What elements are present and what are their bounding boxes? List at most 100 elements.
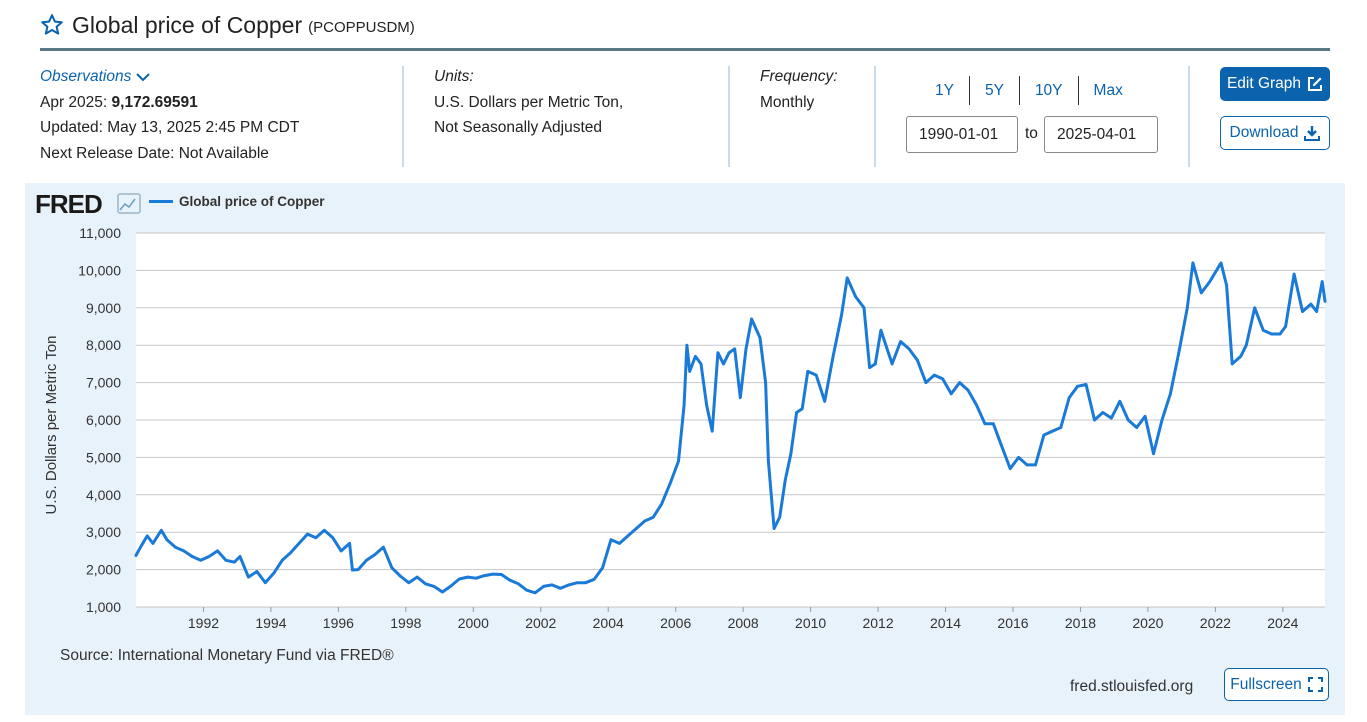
x-tick-label: 2006 <box>660 615 691 631</box>
data-point <box>722 362 725 366</box>
download-icon <box>1304 126 1321 141</box>
download-button[interactable]: Download <box>1220 116 1330 150</box>
data-point <box>626 534 630 538</box>
end-date-input[interactable] <box>1044 116 1158 153</box>
data-point <box>474 576 478 580</box>
data-point <box>772 527 776 530</box>
x-tick-label: 2018 <box>1065 615 1096 631</box>
data-point <box>688 370 691 373</box>
data-point <box>1017 456 1020 459</box>
data-point <box>542 585 545 588</box>
data-point <box>584 581 587 584</box>
data-point <box>331 536 335 540</box>
data-point <box>280 559 284 562</box>
download-label: Download <box>1229 124 1299 141</box>
data-point <box>840 314 843 317</box>
data-point <box>441 590 444 594</box>
divider <box>874 66 876 167</box>
data-point <box>685 343 689 347</box>
data-point <box>1284 325 1287 328</box>
y-tick-label: 1,000 <box>86 599 121 615</box>
date-range-buttons: 1Y 5Y 10Y Max <box>920 76 1138 105</box>
fred-url[interactable]: fred.stlouisfed.org <box>1070 678 1194 695</box>
data-point <box>710 429 714 433</box>
data-point <box>868 366 871 369</box>
data-point <box>140 544 143 547</box>
range-5y-button[interactable]: 5Y <box>970 76 1020 105</box>
range-10y-button[interactable]: 10Y <box>1020 76 1079 105</box>
data-point <box>958 381 961 384</box>
data-point <box>415 575 419 579</box>
data-point <box>1253 306 1256 310</box>
y-tick-label: 9,000 <box>86 300 121 316</box>
data-point <box>264 581 267 584</box>
data-point <box>525 588 528 592</box>
start-date-input[interactable] <box>906 116 1018 153</box>
data-point <box>899 340 902 343</box>
data-point <box>145 534 149 538</box>
range-1y-button[interactable]: 1Y <box>920 76 970 105</box>
units-label: Units: <box>434 68 474 85</box>
edit-graph-button[interactable]: Edit Graph <box>1220 67 1330 101</box>
data-point <box>814 373 818 377</box>
x-tick-label: 2020 <box>1132 615 1163 631</box>
data-point <box>1067 396 1071 399</box>
data-point <box>559 587 562 590</box>
data-point <box>1034 463 1037 467</box>
divider <box>728 66 730 167</box>
data-point <box>778 515 781 519</box>
data-point <box>224 559 228 562</box>
to-label: to <box>1025 125 1038 142</box>
data-point <box>854 295 857 298</box>
x-tick-label: 2016 <box>997 615 1028 631</box>
data-point <box>314 536 318 540</box>
data-point <box>1225 284 1228 287</box>
fullscreen-button[interactable]: Fullscreen <box>1224 668 1329 701</box>
data-point <box>255 570 259 573</box>
units-block: Units: U.S. Dollars per Metric Ton, Not … <box>434 64 623 141</box>
x-tick-label: 1998 <box>390 615 421 631</box>
data-point <box>1160 418 1164 422</box>
data-point <box>1186 306 1189 310</box>
title-row: Global price of Copper (PCOPPUSDM) <box>40 8 415 42</box>
data-point <box>576 581 579 584</box>
data-point <box>879 328 883 332</box>
data-point <box>1245 343 1248 347</box>
data-point <box>348 542 351 545</box>
data-point <box>1101 411 1105 414</box>
x-tick-label: 2014 <box>930 615 961 631</box>
data-point <box>550 583 554 587</box>
x-tick-label: 2024 <box>1267 615 1298 631</box>
data-point <box>458 577 461 581</box>
data-point <box>424 582 427 586</box>
x-tick-label: 2008 <box>728 615 759 631</box>
range-max-button[interactable]: Max <box>1093 82 1123 99</box>
data-point <box>983 422 987 426</box>
x-tick-label: 2012 <box>862 615 893 631</box>
data-point <box>1076 385 1079 388</box>
data-point <box>1177 351 1181 355</box>
divider <box>402 66 404 167</box>
data-point <box>795 411 798 414</box>
fullscreen-icon <box>1307 677 1323 692</box>
data-point <box>1143 415 1147 418</box>
data-point <box>517 582 520 586</box>
observations-dropdown[interactable]: Observations <box>40 64 151 90</box>
data-point <box>744 347 748 351</box>
data-point <box>199 559 202 562</box>
frequency-value: Monthly <box>760 93 815 111</box>
data-point <box>483 574 486 577</box>
y-tick-label: 4,000 <box>86 487 121 503</box>
observations-label: Observations <box>40 68 132 85</box>
legend-swatch <box>149 200 173 203</box>
data-point <box>739 396 742 399</box>
data-point <box>1239 355 1242 358</box>
chevron-down-icon <box>136 73 151 82</box>
star-icon[interactable] <box>40 13 64 37</box>
data-point <box>1301 310 1304 313</box>
data-point <box>289 551 292 555</box>
data-point <box>1008 467 1012 470</box>
data-point <box>1126 418 1130 422</box>
data-point <box>190 555 194 558</box>
y-tick-label: 11,000 <box>79 225 121 241</box>
